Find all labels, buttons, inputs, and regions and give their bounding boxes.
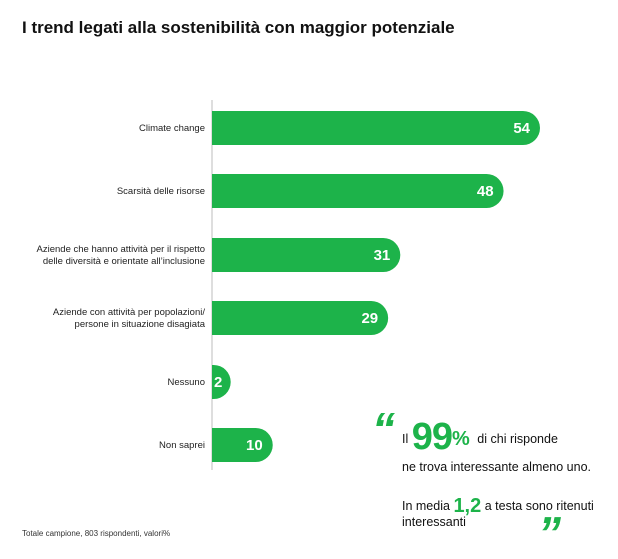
callout-text1-cont: ne trova interessante almeno uno.	[402, 460, 592, 474]
bar-chart: 54 Climate change 48 Scarsità delle risorse…	[37, 100, 540, 470]
bar	[212, 238, 401, 272]
bar	[212, 174, 504, 208]
category-label: Aziende che hanno attività per il rispet…	[37, 244, 205, 255]
category-label: persone in situazione disagiata	[75, 319, 206, 330]
callout-text2-rest: a testa sono ritenuti interessanti	[402, 499, 594, 529]
callout-percent: %	[452, 428, 470, 450]
category-label: Scarsità delle risorse	[117, 186, 205, 197]
bar	[212, 111, 540, 145]
value-label: 48	[477, 183, 494, 200]
chart-title: I trend legati alla sostenibilità con ma…	[22, 18, 455, 37]
value-label: 2	[214, 374, 222, 391]
category-label: Climate change	[139, 123, 205, 134]
callout-big-value: 99	[411, 416, 453, 458]
callout-text2-prefix: In media	[402, 499, 450, 513]
callout-text1-rest: di chi risponde	[477, 432, 558, 446]
value-label: 10	[246, 437, 263, 454]
category-label: Non saprei	[159, 440, 205, 451]
close-quote-icon: ”	[538, 507, 561, 559]
footnote: Totale campione, 803 rispondenti, valori…	[22, 529, 171, 538]
category-label: delle diversità e orientate all’inclusio…	[43, 256, 205, 267]
category-label: Nessuno	[168, 377, 206, 388]
callout-line-2: In media 1,2 a testa sono ritenuti inter…	[402, 495, 602, 530]
callout-text2-value: 1,2	[453, 495, 482, 517]
bar	[212, 365, 231, 399]
value-label: 54	[513, 120, 530, 137]
value-label: 31	[374, 247, 391, 264]
open-quote-icon: “	[372, 403, 395, 455]
callout-line-1: Il 99% di chi risponde	[402, 416, 558, 459]
callout-prefix: Il	[402, 432, 409, 446]
bar	[212, 428, 273, 462]
bar	[212, 301, 389, 335]
value-label: 29	[361, 310, 378, 327]
category-label: Aziende con attività per popolazioni/	[53, 307, 205, 318]
